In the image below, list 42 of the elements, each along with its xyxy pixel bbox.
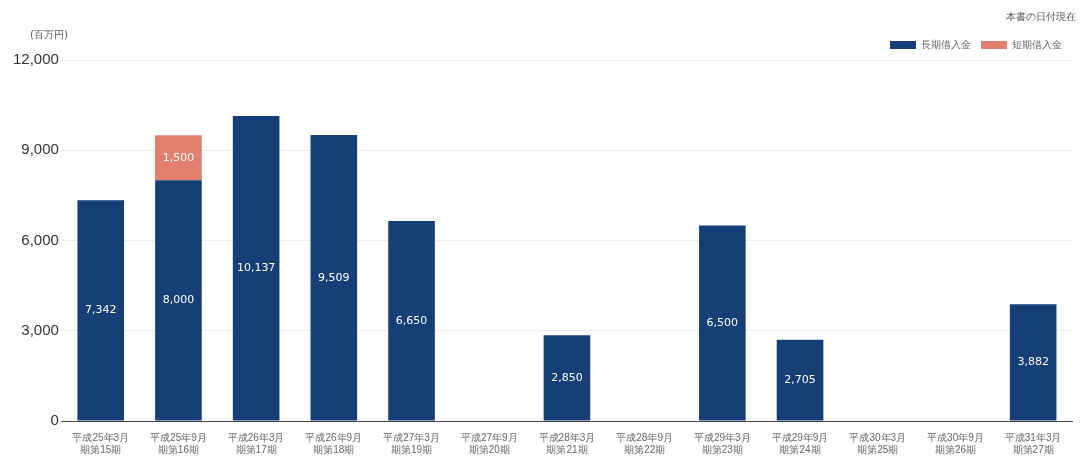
x-tick-label: 平成28年3月期第21期 xyxy=(538,431,596,455)
x-tick-label: 平成26年9月期第18期 xyxy=(305,431,363,455)
bar xyxy=(155,180,202,421)
bar xyxy=(699,225,746,421)
data-label: 9,509 xyxy=(318,270,350,284)
x-tick-label: 平成27年3月期第19期 xyxy=(383,431,440,455)
bar xyxy=(310,134,358,421)
data-label: 8,000 xyxy=(162,293,195,307)
y-axis-title: (百万円) xyxy=(30,28,68,42)
text: 本書の日付現在 xyxy=(1006,10,1076,24)
data-label: 6,650 xyxy=(395,313,428,327)
x-tick-label: 平成31年3月期第27期 xyxy=(1004,431,1062,455)
x-tick-label: 平成29年3月期第23期 xyxy=(694,431,751,455)
legend-label: 長期借入金 xyxy=(921,38,971,50)
bar xyxy=(1009,304,1057,421)
y-tick-label: 6,000 xyxy=(21,230,59,248)
data-label: 3,882 xyxy=(1017,355,1049,369)
data-label: 2,850 xyxy=(551,370,583,384)
bar xyxy=(232,116,280,421)
y-tick-label: 0 xyxy=(50,411,59,429)
data-label: 6,500 xyxy=(706,315,739,329)
x-tick-label: 平成25年9月期第16期 xyxy=(150,431,207,455)
x-tick-label: 平成27年9月期第20期 xyxy=(460,431,518,455)
data-label: 2,705 xyxy=(784,372,816,386)
legend-label: 短期借入金 xyxy=(1012,38,1062,50)
bar xyxy=(776,339,824,421)
data-label: 7,342 xyxy=(84,303,117,317)
data-label: 1,500 xyxy=(162,150,195,164)
bar xyxy=(543,335,591,421)
y-tick-label: 9,000 xyxy=(21,140,59,158)
bar xyxy=(388,220,435,421)
x-tick-label: 平成30年3月期第25期 xyxy=(849,431,907,455)
bar xyxy=(77,200,125,421)
bar xyxy=(155,135,202,181)
y-tick-label: 3,000 xyxy=(21,320,59,338)
x-tick-label: 平成26年3月期第17期 xyxy=(227,431,285,455)
x-tick-label: 平成30年9月期第26期 xyxy=(927,431,984,455)
x-tick-label: 平成28年9月期第22期 xyxy=(616,431,673,455)
data-label: 10,137 xyxy=(236,261,276,275)
x-tick-label: 平成25年3月期第15期 xyxy=(72,431,130,455)
x-tick-label: 平成29年9月期第24期 xyxy=(771,431,829,455)
y-tick-label: 12,000 xyxy=(12,50,59,68)
